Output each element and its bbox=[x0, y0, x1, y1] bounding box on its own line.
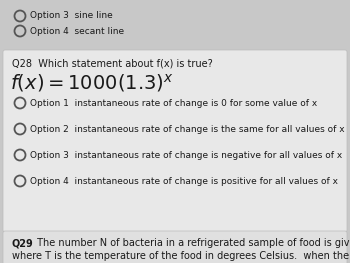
Text: where T is the temperature of the food in degrees Celsius.  when the food is: where T is the temperature of the food i… bbox=[12, 251, 350, 261]
Text: Option 2  instantaneous rate of change is the same for all values of x: Option 2 instantaneous rate of change is… bbox=[29, 124, 344, 134]
Text: The number N of bacteria in a refrigerated sample of food is given by N(T): The number N of bacteria in a refrigerat… bbox=[34, 238, 350, 248]
Text: Q29: Q29 bbox=[12, 238, 34, 248]
Text: Option 1  instantaneous rate of change is 0 for some value of x: Option 1 instantaneous rate of change is… bbox=[29, 99, 317, 108]
Text: Option 3  instantaneous rate of change is negative for all values of x: Option 3 instantaneous rate of change is… bbox=[29, 150, 342, 159]
Text: Q28  Which statement about f(x) is true?: Q28 Which statement about f(x) is true? bbox=[12, 58, 213, 68]
Text: Option 4  secant line: Option 4 secant line bbox=[29, 27, 124, 36]
Text: Option 4  instantaneous rate of change is positive for all values of x: Option 4 instantaneous rate of change is… bbox=[29, 176, 337, 185]
FancyBboxPatch shape bbox=[3, 231, 347, 263]
FancyBboxPatch shape bbox=[3, 50, 347, 232]
Text: $f(x) = 1000(1.3)^x$: $f(x) = 1000(1.3)^x$ bbox=[10, 72, 174, 94]
Text: Option 3  sine line: Option 3 sine line bbox=[29, 12, 112, 21]
Bar bbox=[0, 0, 350, 52]
